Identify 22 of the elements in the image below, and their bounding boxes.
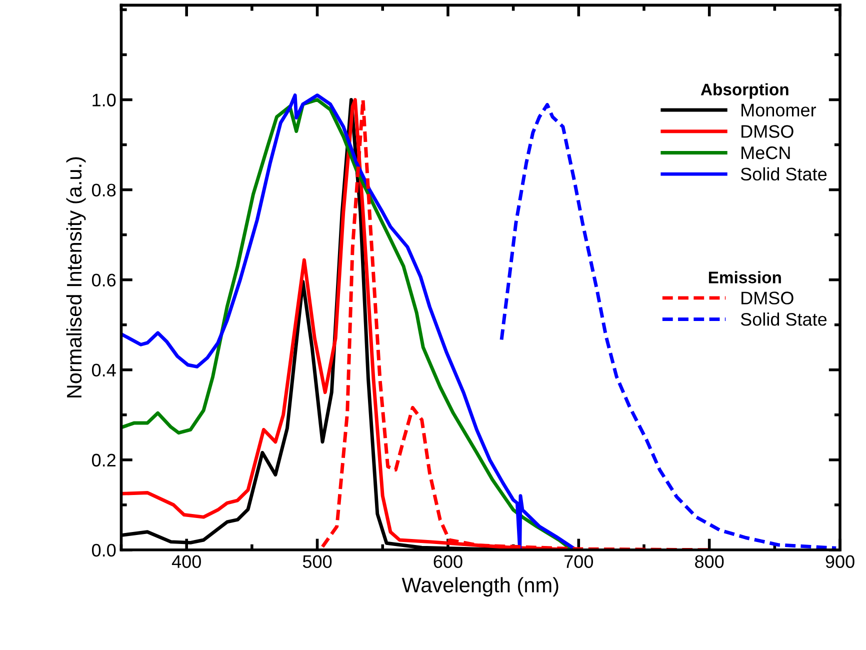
y-tick-label: 0.8 bbox=[92, 184, 116, 196]
x-tick-label: 800 bbox=[695, 555, 724, 568]
x-tick-label: 400 bbox=[172, 555, 201, 568]
legend-label: Solid State bbox=[740, 312, 827, 326]
legend-label: MeCN bbox=[742, 146, 790, 160]
y-tick-label: 0.2 bbox=[92, 454, 116, 467]
y-tick-label: 0.6 bbox=[92, 274, 116, 287]
y-axis-title: Normalised Intensity (a.u.) bbox=[66, 157, 86, 398]
y-tick-label: 0.0 bbox=[92, 544, 116, 557]
x-tick-label: 700 bbox=[564, 555, 594, 568]
annotation: Emission bbox=[708, 271, 781, 284]
legend-label: Solid State bbox=[740, 167, 827, 181]
legend-label: DMSO bbox=[742, 125, 794, 138]
legend-title: Absorption bbox=[700, 83, 788, 99]
x-tick-label: 600 bbox=[434, 555, 462, 568]
legend-label: Monomer bbox=[742, 104, 816, 117]
y-tick-label: 1.0 bbox=[92, 94, 116, 106]
x-axis-title: Wavelength (nm) bbox=[402, 577, 558, 597]
x-tick-label: 500 bbox=[302, 555, 332, 568]
legend-label: DMSO bbox=[742, 292, 794, 304]
x-tick-label: 900 bbox=[826, 555, 854, 568]
y-tick-label: 0.4 bbox=[92, 364, 116, 377]
